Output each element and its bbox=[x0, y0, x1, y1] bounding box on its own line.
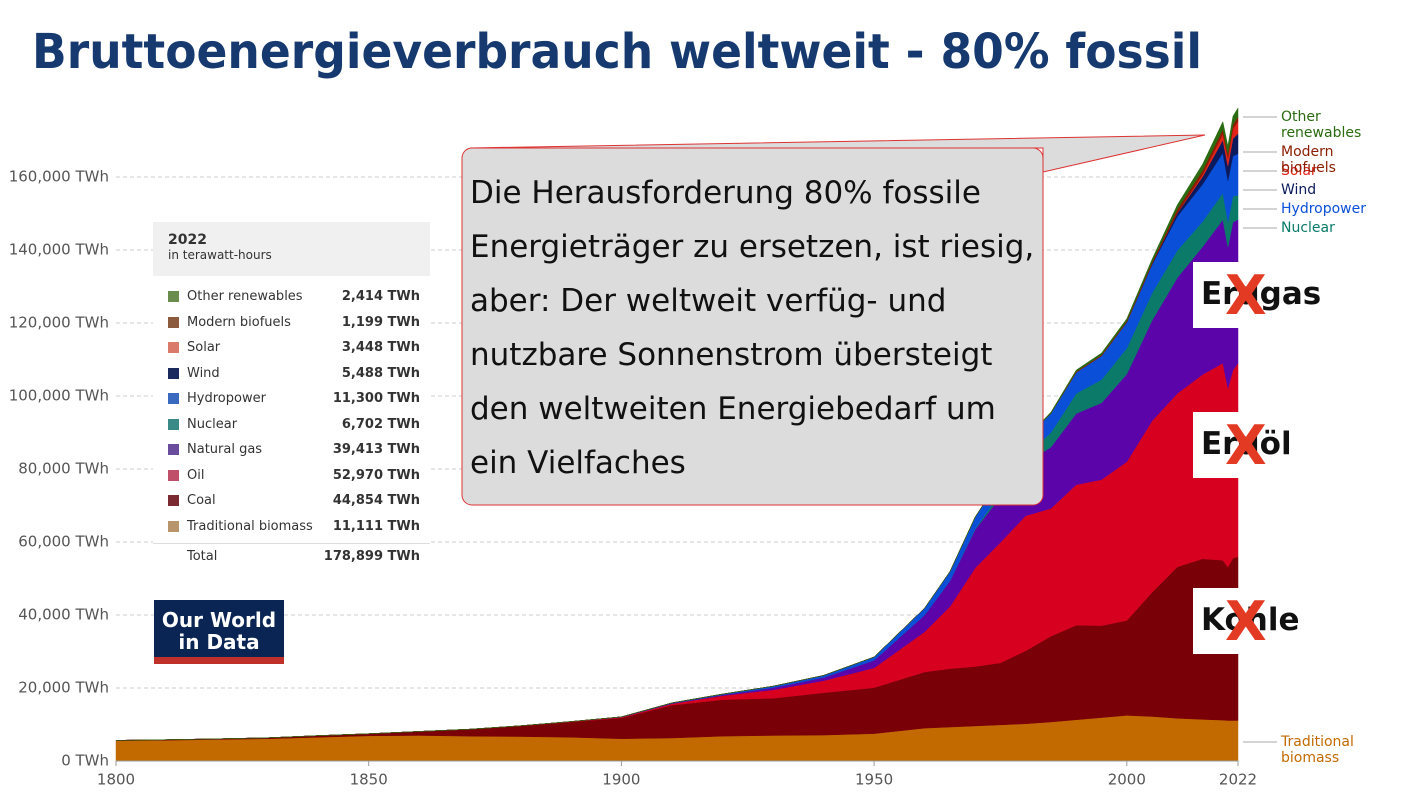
x-tick-label: 1900 bbox=[602, 771, 640, 789]
x-tick-label: 2022 bbox=[1219, 771, 1257, 789]
row-label: Coal bbox=[187, 493, 216, 508]
row-label: Oil bbox=[187, 467, 205, 483]
callout-box bbox=[461, 147, 1044, 506]
y-tick-label: 160,000 TWh bbox=[9, 168, 109, 186]
table-row: Coal 44,854 TWh bbox=[153, 488, 430, 514]
cross-mark: X bbox=[1225, 414, 1267, 477]
row-value: 39,413 TWh bbox=[332, 442, 420, 457]
row-label: Wind bbox=[187, 365, 220, 381]
row-value: 1,199 TWh bbox=[341, 314, 420, 330]
row-value: 5,488 TWh bbox=[341, 365, 420, 381]
callout-text: Die Herausforderung 80% fossile Energiet… bbox=[470, 175, 1035, 481]
swatch bbox=[168, 495, 179, 506]
y-tick-label: 120,000 TWh bbox=[9, 314, 109, 332]
y-tick-label: 0 TWh bbox=[61, 752, 109, 770]
table-header: 2022 in terawatt-hours bbox=[153, 222, 430, 276]
area bbox=[115, 107, 1239, 741]
series-label: Wind bbox=[1281, 182, 1317, 198]
table-subtitle: in terawatt-hours bbox=[168, 248, 272, 262]
row-label: Traditional biomass bbox=[187, 518, 313, 534]
row-label: Solar bbox=[187, 340, 221, 355]
series-label: Nuclear bbox=[1281, 220, 1335, 236]
row-value: 3,448 TWh bbox=[341, 340, 420, 355]
swatch bbox=[168, 316, 179, 328]
swatch bbox=[168, 367, 179, 379]
row-label: Nuclear bbox=[187, 416, 238, 432]
y-tick-label: 100,000 TWh bbox=[9, 387, 109, 405]
table-total: Total 178,899 TWh bbox=[153, 543, 430, 570]
table-row: Solar 3,448 TWh bbox=[153, 335, 430, 361]
chart-title: Bruttoenergieverbrauch weltweit - 80% fo… bbox=[32, 24, 1202, 80]
table-row: Oil 52,970 TWh bbox=[153, 463, 430, 489]
x-tick-label: 1850 bbox=[350, 771, 388, 789]
row-value: 11,111 TWh bbox=[332, 518, 420, 534]
swatch bbox=[168, 342, 179, 353]
summary-table: 2022 in terawatt-hours Other renewables 2… bbox=[153, 222, 430, 570]
table-row: Traditional biomass 11,111 TWh bbox=[153, 514, 430, 540]
replacement-label: Erdgas bbox=[1201, 276, 1322, 312]
row-label: Modern biofuels bbox=[187, 314, 291, 330]
series-label: Modern biofuels bbox=[1281, 144, 1336, 176]
row-value: 52,970 TWh bbox=[332, 467, 420, 483]
replacement-box: Kohle X bbox=[1193, 588, 1310, 654]
swatch bbox=[168, 520, 179, 532]
series-label: Solar bbox=[1281, 163, 1317, 179]
table-row: Natural gas 39,413 TWh bbox=[153, 437, 430, 463]
cross-mark: X bbox=[1225, 264, 1267, 327]
total-label: Total bbox=[187, 549, 218, 564]
row-value: 6,702 TWh bbox=[341, 416, 420, 432]
table-row: Wind 5,488 TWh bbox=[153, 361, 430, 387]
row-value: 11,300 TWh bbox=[332, 391, 420, 406]
y-tick-label: 20,000 TWh bbox=[18, 679, 109, 697]
swatch bbox=[168, 418, 179, 430]
swatch bbox=[168, 393, 179, 404]
replacement-box: Erdgas X bbox=[1193, 262, 1321, 328]
swatch bbox=[168, 444, 179, 455]
series-label: Hydropower bbox=[1281, 201, 1366, 217]
series-label: Traditional biomass bbox=[1281, 734, 1354, 766]
row-label: Natural gas bbox=[187, 442, 263, 457]
series-label: Other renewables bbox=[1281, 109, 1362, 141]
row-value: 2,414 TWh bbox=[341, 289, 420, 304]
table-row: Nuclear 6,702 TWh bbox=[153, 412, 430, 438]
table-row: Other renewables 2,414 TWh bbox=[153, 284, 430, 310]
table-rows: Other renewables 2,414 TWh Modern biofuels… bbox=[153, 276, 430, 570]
x-tick-label: 2000 bbox=[1108, 771, 1146, 789]
cross-mark: X bbox=[1225, 590, 1267, 653]
y-tick-label: 60,000 TWh bbox=[18, 533, 109, 551]
logo: Our World in Data bbox=[154, 600, 284, 664]
table-row: Modern biofuels 1,199 TWh bbox=[153, 310, 430, 336]
swatch bbox=[168, 291, 179, 302]
replacement-box: Erdöl X bbox=[1193, 412, 1310, 478]
table-title: 2022 bbox=[168, 232, 207, 248]
row-value: 44,854 TWh bbox=[332, 493, 420, 508]
replacement-label: Erdöl bbox=[1201, 426, 1292, 462]
swatch bbox=[168, 469, 179, 481]
total-value: 178,899 TWh bbox=[323, 549, 420, 564]
x-tick-label: 1800 bbox=[97, 771, 135, 789]
y-tick-label: 40,000 TWh bbox=[18, 606, 109, 624]
table-row: Hydropower 11,300 TWh bbox=[153, 386, 430, 412]
row-label: Hydropower bbox=[187, 391, 266, 406]
row-label: Other renewables bbox=[187, 289, 303, 304]
y-tick-label: 80,000 TWh bbox=[18, 460, 109, 478]
replacement-label: Kohle bbox=[1201, 602, 1300, 638]
y-tick-label: 140,000 TWh bbox=[9, 241, 109, 259]
x-tick-label: 1950 bbox=[855, 771, 893, 789]
